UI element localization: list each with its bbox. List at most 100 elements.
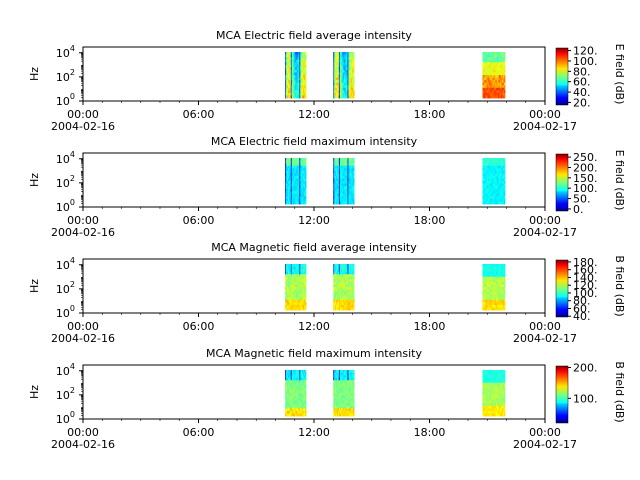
heatmap-cell [489, 284, 491, 288]
heatmap-cell [285, 269, 287, 273]
heatmap-cell [493, 380, 496, 384]
heatmap-cell [286, 165, 288, 169]
heatmap-cell [494, 387, 497, 391]
heatmap-cell [488, 181, 490, 184]
heatmap-cell [298, 390, 300, 394]
heatmap-cell [484, 274, 486, 278]
heatmap-cell [345, 387, 347, 391]
heatmap-cell [499, 302, 502, 306]
data-segment-2 [333, 158, 355, 205]
heatmap-cell [297, 170, 299, 174]
heatmap-cell [295, 299, 297, 303]
heatmap-cell [353, 269, 355, 273]
heatmap-cell [503, 201, 506, 205]
heatmap-cell [493, 395, 496, 399]
heatmap-cell [342, 92, 345, 96]
colorbar-tick-label: 40. [573, 86, 591, 99]
heatmap-cell [495, 95, 498, 99]
heatmap-cell [482, 191, 484, 195]
heatmap-cell [341, 87, 344, 91]
heatmap-cell [352, 380, 354, 384]
heatmap-cell [287, 274, 290, 278]
heatmap-cell [302, 375, 304, 379]
heatmap-cell [287, 181, 290, 184]
heatmap-cell [300, 403, 302, 407]
heatmap-cell [497, 52, 500, 55]
heatmap-cell [501, 69, 504, 73]
heatmap-cell [494, 188, 497, 192]
heatmap-cell [303, 82, 305, 86]
heatmap-cell [289, 165, 292, 169]
heatmap-cell [292, 393, 295, 396]
heatmap-cell [343, 266, 346, 270]
heatmap-cell [292, 304, 295, 308]
heatmap-cell [301, 299, 303, 303]
heatmap-cell [336, 175, 338, 179]
heatmap-cell [302, 413, 304, 417]
heatmap-cell [484, 80, 486, 84]
heatmap-cell [291, 69, 294, 73]
heatmap-cell [286, 408, 288, 412]
heatmap-cell [498, 279, 501, 283]
heatmap-cell [345, 67, 347, 71]
heatmap-cell [353, 183, 355, 187]
heatmap-cell [339, 160, 342, 164]
heatmap-cell [293, 193, 296, 197]
heatmap-cell [288, 87, 291, 91]
heatmap-cell [349, 201, 351, 205]
heatmap-cell [493, 173, 496, 177]
colorbar-tick-label: 20. [573, 96, 591, 109]
heatmap-cell [302, 165, 304, 169]
heatmap-cell [290, 405, 293, 409]
heatmap-cell [343, 377, 346, 381]
heatmap-cell [301, 163, 303, 167]
heatmap-cell [500, 87, 503, 91]
heatmap-cell [335, 82, 337, 86]
heatmap-cell [341, 289, 344, 293]
heatmap-cell [497, 269, 500, 273]
heatmap-cell [299, 163, 301, 167]
heatmap-cell [346, 191, 348, 195]
heatmap-cell [492, 408, 495, 412]
heatmap-cell [492, 403, 495, 407]
heatmap-cell [491, 370, 494, 373]
heatmap-cell [343, 289, 346, 293]
heatmap-cell [285, 264, 287, 267]
heatmap-cell [297, 281, 299, 285]
heatmap-cell [482, 158, 484, 161]
heatmap-cell [336, 405, 338, 409]
heatmap-cell [346, 59, 348, 63]
heatmap-cell [337, 59, 339, 63]
heatmap-cell [295, 90, 297, 94]
heatmap-cell [501, 62, 504, 66]
heatmap-cell [496, 64, 499, 68]
heatmap-cell [296, 87, 298, 91]
heatmap-cell [497, 372, 500, 376]
heatmap-cell [486, 82, 488, 86]
heatmap-cell [305, 52, 307, 55]
heatmap-cell [333, 87, 335, 91]
heatmap-cell [486, 188, 488, 192]
heatmap-cell [335, 269, 337, 273]
heatmap-cell [296, 297, 298, 301]
heatmap-cell [353, 186, 355, 190]
heatmap-cell [296, 77, 298, 81]
heatmap-cell [338, 67, 341, 71]
heatmap-cell [296, 302, 298, 306]
heatmap-cell [335, 370, 337, 373]
heatmap-cell [484, 380, 486, 384]
heatmap-cell [350, 413, 352, 417]
heatmap-cell [501, 294, 504, 298]
heatmap-cell [494, 370, 497, 373]
heatmap-cell [338, 289, 341, 293]
heatmap-cell [496, 165, 499, 169]
heatmap-cell [288, 165, 291, 169]
y-tick-label: 100 [56, 198, 75, 214]
heatmap-cell [287, 80, 289, 84]
heatmap-cell [341, 160, 344, 164]
heatmap-cell [348, 173, 350, 177]
heatmap-cell [298, 307, 300, 311]
heatmap-cell [347, 80, 349, 84]
heatmap-cell [295, 393, 297, 396]
heatmap-cell [302, 62, 304, 66]
